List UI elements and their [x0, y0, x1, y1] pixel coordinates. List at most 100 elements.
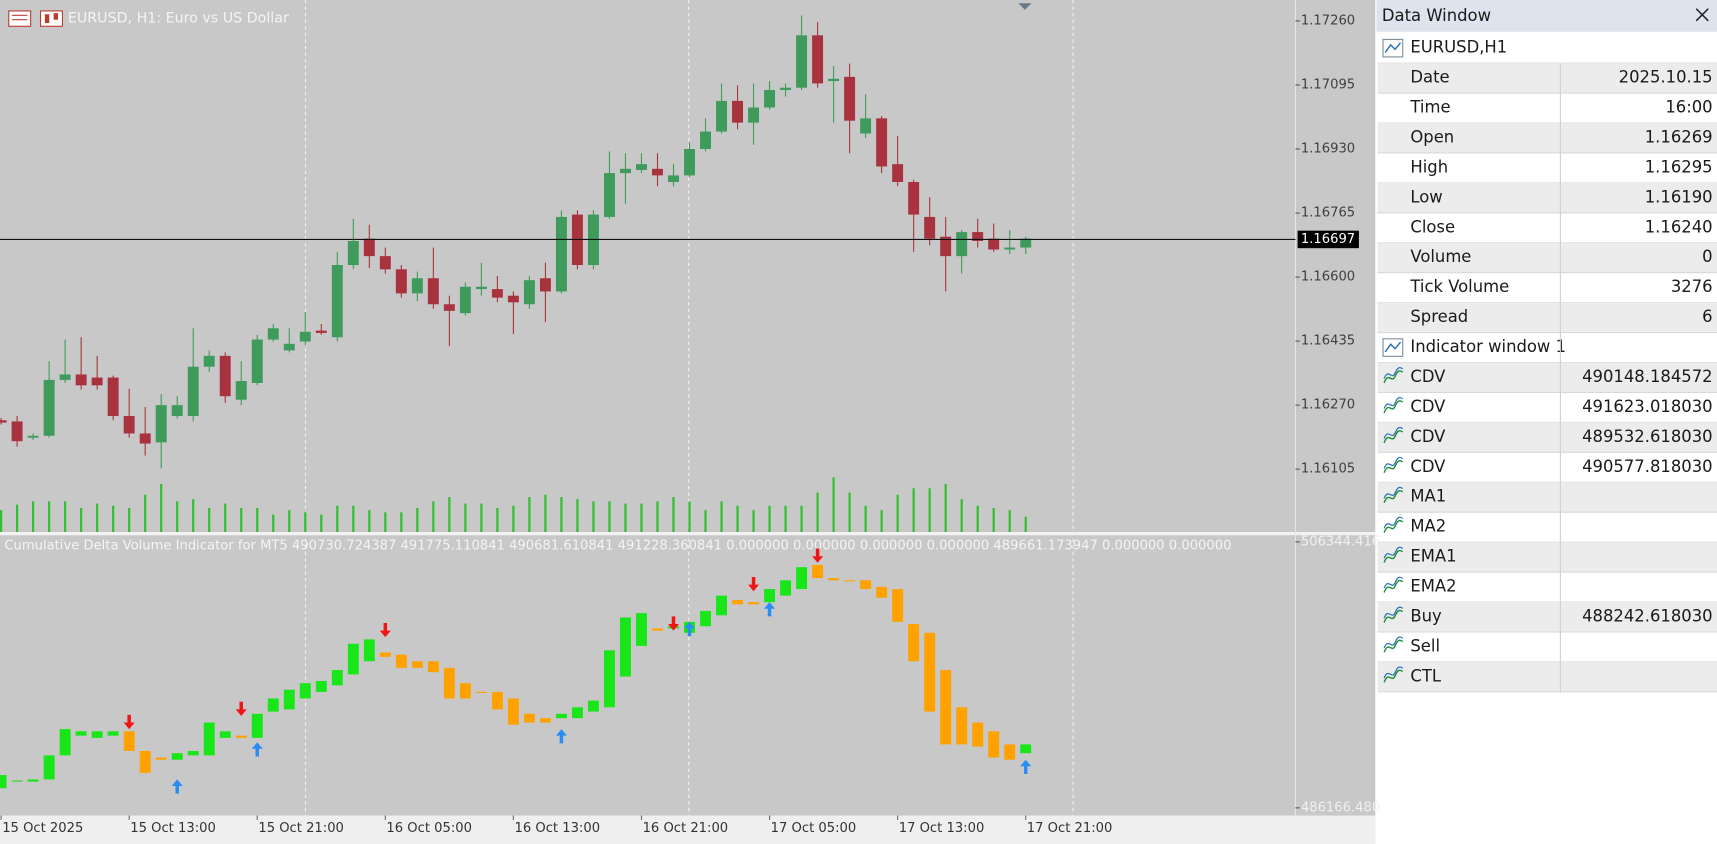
y-tick-label: 506344.416: [1301, 534, 1380, 549]
y-tick-label: 1.16105: [1301, 462, 1355, 477]
sell-arrow: [379, 622, 391, 638]
candle-body: [700, 610, 711, 627]
candle-body: [395, 654, 407, 668]
row-name: Spread: [1410, 307, 1468, 326]
candle-body: [331, 265, 343, 338]
shift-marker[interactable]: [1018, 3, 1032, 10]
candle-body: [123, 415, 135, 434]
candle-body: [860, 580, 872, 590]
x-tick-label: 16 Oct 13:00: [514, 821, 600, 836]
row-value: 490148.184572: [1582, 367, 1713, 386]
x-tick-label: 15 Oct 2025: [2, 821, 83, 836]
candle-body: [235, 381, 247, 400]
candle-body: [507, 295, 519, 303]
icon[interactable]: [39, 10, 63, 27]
candle-body: [139, 750, 151, 773]
row-value: 1.16295: [1645, 157, 1713, 176]
candle-body: [523, 713, 535, 723]
y-tick-label: 1.16600: [1301, 270, 1355, 285]
candle-body: [411, 278, 423, 294]
icon: [53, 13, 59, 20]
row-name: Tick Volume: [1409, 277, 1509, 296]
buy-arrow: [1020, 759, 1032, 774]
candle-body: [587, 700, 599, 712]
candle-body: [379, 256, 391, 270]
row-name: Low: [1410, 187, 1442, 206]
candle-body: [860, 118, 872, 134]
candle-body: [716, 100, 728, 132]
candle-body: [796, 35, 808, 88]
x-tick-label: 16 Oct 05:00: [386, 821, 472, 836]
candle-body: [571, 707, 583, 719]
data-window-title: Data Window: [1382, 6, 1491, 25]
indicator-icon: [1383, 516, 1404, 529]
x-tick-label: 15 Oct 21:00: [258, 821, 344, 836]
candle-body: [219, 731, 231, 738]
candle-body: [764, 589, 776, 603]
current-price-box: [1297, 230, 1359, 249]
indicator-icon: [1383, 666, 1404, 679]
candle-body: [988, 731, 1000, 758]
y-tick-label: 1.17095: [1301, 77, 1355, 92]
candle-body: [972, 722, 984, 747]
row-value: 3276: [1671, 277, 1713, 296]
section-title: Indicator window 1: [1410, 337, 1566, 356]
candle-body: [203, 722, 215, 756]
chart-icons[interactable]: [8, 10, 63, 27]
candle-body: [155, 405, 167, 443]
candle-body: [940, 670, 952, 745]
candle-body: [75, 374, 87, 386]
candle-body: [732, 599, 744, 605]
row-value: 1.16269: [1645, 127, 1713, 146]
x-tick-label: 17 Oct 13:00: [899, 821, 985, 836]
candle-body: [283, 343, 295, 351]
candle-body: [59, 374, 71, 380]
row-name: Close: [1410, 217, 1455, 236]
buy-arrow: [764, 602, 776, 617]
candle-body: [1004, 744, 1016, 760]
candle-body: [475, 286, 487, 290]
row-shade: [1377, 182, 1717, 213]
row-name: CDV: [1410, 457, 1446, 476]
candle-body: [107, 377, 119, 416]
row-name: CTL: [1410, 666, 1441, 685]
x-tick-label: 17 Oct 21:00: [1027, 821, 1113, 836]
candle-body: [11, 780, 23, 782]
candle-body: [764, 90, 776, 108]
x-tick-label: 16 Oct 21:00: [643, 821, 729, 836]
candle-body: [652, 628, 663, 631]
chart-background: [0, 0, 1376, 844]
candle-body: [299, 331, 311, 342]
candle-body: [828, 578, 840, 581]
close-icon[interactable]: [1695, 8, 1709, 22]
candle-body: [603, 173, 615, 217]
candle-body: [395, 269, 407, 294]
candle-body: [347, 240, 359, 266]
candle-body: [331, 670, 343, 686]
icon[interactable]: [8, 10, 32, 27]
candle-body: [555, 216, 567, 292]
candle-body: [507, 698, 519, 725]
candle-body: [203, 355, 215, 367]
candle-body: [619, 168, 631, 174]
indicator-icon: [1383, 400, 1404, 414]
candle-body: [668, 175, 679, 182]
candle-body: [700, 131, 711, 150]
close-button[interactable]: [1695, 8, 1709, 22]
row-value: 489532.618030: [1582, 427, 1713, 446]
y-tick-label: 1.16930: [1301, 142, 1355, 157]
candle-body: [267, 698, 279, 712]
section-title: EURUSD,H1: [1410, 38, 1507, 57]
y-tick-label: 1.16435: [1301, 334, 1355, 349]
candle-body: [443, 304, 455, 311]
candle-body: [812, 35, 824, 84]
candle-body: [75, 731, 87, 736]
indicator-icon: [1383, 396, 1404, 409]
time-axis-background: [0, 815, 1376, 844]
candle-body: [411, 661, 423, 668]
x-tick-label: 15 Oct 13:00: [130, 821, 216, 836]
indicator-icon: [1383, 669, 1404, 683]
candle-body: [748, 107, 760, 123]
indicator-icon: [1383, 489, 1404, 503]
